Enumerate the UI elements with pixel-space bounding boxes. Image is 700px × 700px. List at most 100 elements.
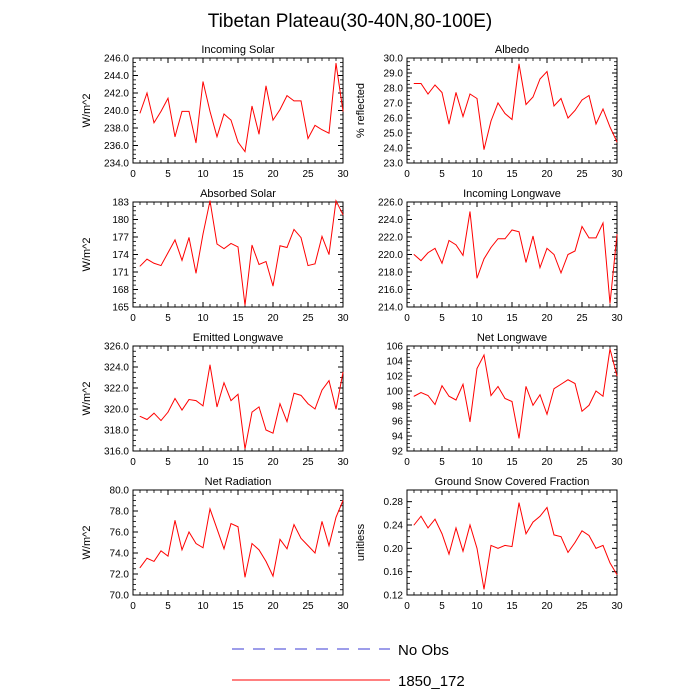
chart-0-point	[328, 132, 330, 134]
chart-2-ytick-label: 177	[112, 233, 129, 244]
chart-5-title: Net Longwave	[477, 332, 547, 344]
chart-1-xtick-label: 20	[541, 169, 553, 180]
chart-4-point	[251, 411, 253, 413]
chart-7-ytick-label: 0.16	[384, 567, 404, 578]
chart-7-point	[595, 547, 597, 549]
chart-1-point	[413, 83, 415, 84]
chart-5-point	[539, 394, 541, 396]
chart-2-point	[209, 200, 211, 202]
chart-7-point	[518, 502, 520, 504]
chart-7-xtick-label: 5	[439, 601, 445, 612]
chart-6-point	[195, 543, 197, 544]
chart-7-point	[420, 515, 422, 517]
chart-4-point	[342, 371, 344, 373]
chart-0-point	[181, 110, 183, 112]
chart-3-point	[588, 237, 590, 239]
chart-1-frame	[406, 57, 618, 164]
chart-1-point	[497, 102, 499, 104]
chart-3-point	[595, 237, 597, 239]
chart-5-ytick-label: 104	[386, 357, 403, 368]
chart-5-ytick-label: 92	[392, 447, 404, 458]
chart-5-point	[504, 398, 506, 399]
chart-3-point	[497, 238, 499, 240]
chart-6-point	[244, 576, 246, 578]
chart-6-point	[293, 524, 295, 526]
chart-6: Net Radiation 70.0 72.0 74.0 76.0 78.0 80.0 0 5 1…	[81, 476, 349, 612]
chart-5-point	[462, 383, 464, 385]
chart-3-point	[546, 247, 548, 249]
chart-2-ytick-label: 174	[112, 250, 129, 261]
chart-4-point	[293, 392, 295, 394]
chart-7-xtick-label: 30	[611, 601, 623, 612]
chart-7-xtick-label: 0	[404, 601, 410, 612]
chart-2-point	[321, 236, 323, 237]
chart-0-ytick-label: 240.0	[104, 106, 129, 117]
chart-0-xtick-label: 25	[302, 169, 314, 180]
chart-0-point	[153, 122, 155, 124]
chart-5-point	[546, 413, 548, 415]
chart-5-xtick-label: 25	[576, 457, 588, 468]
chart-6-xtick-label: 25	[302, 601, 314, 612]
chart-3-ytick-label: 218.0	[378, 268, 403, 279]
chart-0: Incoming Solar 234.0 236.0 238.0 240.0 242.0 2…	[81, 44, 349, 180]
chart-3-frame	[406, 201, 618, 308]
chart-7-point	[609, 562, 611, 564]
chart-0-point	[216, 136, 218, 138]
chart-0-point	[139, 112, 141, 114]
chart-5-point	[469, 421, 471, 423]
chart-2-point	[146, 258, 148, 260]
chart-3-point	[469, 211, 471, 213]
chart-1-point	[525, 104, 527, 105]
chart-4-point	[265, 429, 267, 431]
chart-1-point	[588, 95, 590, 96]
chart-2-point	[188, 237, 190, 238]
chart-1-point	[595, 123, 597, 125]
chart-5-point	[595, 390, 597, 392]
chart-5-ytick-label: 102	[386, 372, 403, 383]
chart-5-point	[441, 385, 443, 387]
chart-0-point	[160, 110, 162, 112]
chart-4-point	[335, 408, 337, 410]
chart-3-point	[455, 244, 457, 246]
chart-2-point	[195, 272, 197, 274]
chart-3-point	[448, 240, 450, 241]
chart-7-point	[581, 530, 583, 532]
chart-3-point	[609, 303, 611, 304]
chart-6-point	[153, 561, 155, 562]
chart-2-xtick-label: 0	[130, 313, 136, 324]
chart-5: Net Longwave 92 94 96 98 100 102 104 106 0 5 10 15 20…	[386, 332, 623, 468]
chart-7-point	[497, 547, 499, 549]
chart-7-xtick-label: 25	[576, 601, 588, 612]
chart-2-point	[167, 252, 169, 254]
chart-3-point	[420, 260, 422, 262]
chart-1-xtick-label: 15	[506, 169, 518, 180]
chart-6-ytick-label: 74.0	[110, 549, 130, 560]
chart-2-point	[202, 233, 204, 235]
chart-2-ytick-label: 183	[112, 198, 129, 209]
chart-2-point	[328, 254, 330, 255]
chart-7-ytick-label: 0.20	[384, 544, 404, 555]
chart-4-point	[202, 405, 204, 407]
chart-2-series-line	[139, 199, 344, 306]
chart-3-point	[441, 262, 443, 264]
chart-4-ytick-label: 324.0	[104, 363, 129, 374]
chart-6-point	[216, 528, 218, 530]
chart-6-ylabel: W/m^2	[81, 526, 93, 560]
chart-7-point	[539, 515, 541, 517]
chart-3-point	[504, 238, 506, 240]
chart-3-point	[490, 247, 492, 248]
chart-0-ytick-label: 244.0	[104, 71, 129, 82]
chart-7-point	[455, 527, 457, 529]
chart-0-point	[342, 110, 344, 112]
chart-1-series-line	[414, 63, 618, 150]
chart-3-xtick-label: 20	[541, 313, 553, 324]
chart-1-ytick-label: 23.0	[384, 159, 404, 170]
chart-4-point	[300, 394, 302, 396]
chart-5-xtick-label: 10	[471, 457, 483, 468]
chart-1-ytick-label: 29.0	[384, 69, 404, 80]
chart-3-point	[567, 254, 569, 255]
chart-7-point	[574, 542, 576, 543]
chart-0-point	[230, 119, 232, 121]
chart-5-point	[483, 354, 485, 356]
chart-1-ytick-label: 30.0	[384, 54, 404, 65]
